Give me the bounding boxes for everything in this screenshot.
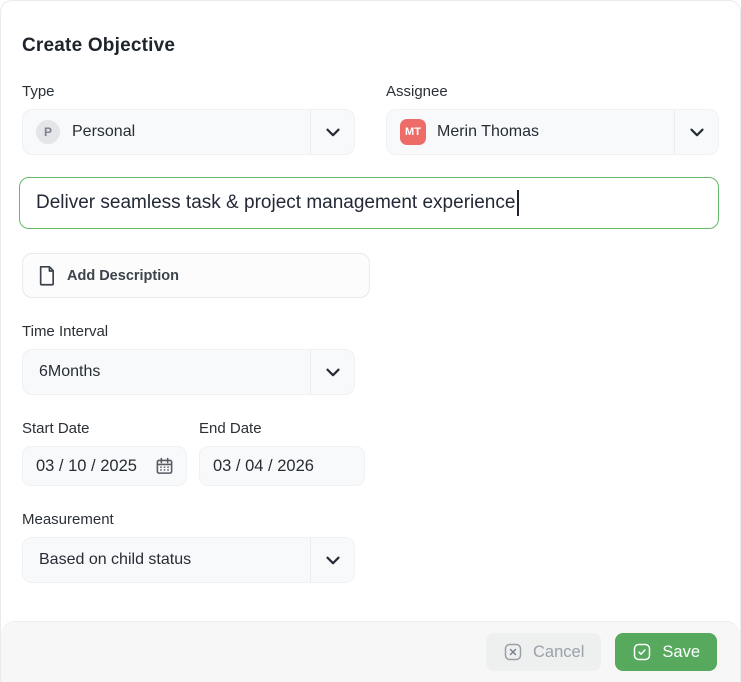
time-interval-select[interactable]: 6Months	[22, 349, 355, 395]
cancel-button[interactable]: Cancel	[486, 633, 602, 671]
type-select[interactable]: P Personal	[22, 109, 355, 155]
add-description-label: Add Description	[67, 267, 179, 284]
page-title: Create Objective	[22, 35, 176, 56]
assignee-selected-value: Merin Thomas	[437, 123, 539, 140]
check-square-icon	[632, 642, 652, 662]
assignee-label: Assignee	[386, 83, 448, 100]
chevron-down-icon	[322, 361, 344, 383]
start-date-input[interactable]: 03 / 10 / 2025	[22, 446, 187, 486]
add-description-button[interactable]: Add Description	[22, 253, 370, 298]
save-button[interactable]: Save	[615, 633, 717, 671]
end-date-input[interactable]: 03 / 04 / 2026	[199, 446, 365, 486]
time-interval-group: Time Interval 6Months	[22, 323, 718, 395]
dialog-content: Create Objective Type P Personal Assigne…	[1, 1, 740, 583]
objective-title-text: Deliver seamless task & project manageme…	[36, 192, 516, 213]
start-date-label: Start Date	[22, 420, 90, 437]
end-date-group: End Date 03 / 04 / 2026	[199, 420, 365, 486]
type-chevron-zone[interactable]	[310, 110, 354, 154]
type-assignee-row: Type P Personal Assignee MT Merin Thomas	[22, 83, 719, 155]
time-interval-selected-value: 6Months	[39, 363, 101, 380]
calendar-icon[interactable]	[155, 456, 174, 476]
measurement-chevron-zone[interactable]	[310, 538, 354, 582]
start-date-group: Start Date 03 / 10 / 2025	[22, 420, 193, 486]
objective-title-input[interactable]: Deliver seamless task & project manageme…	[19, 177, 719, 229]
measurement-selected-value: Based on child status	[39, 551, 192, 568]
save-button-label: Save	[662, 642, 700, 661]
type-selected-value: Personal	[72, 123, 136, 140]
document-icon	[38, 265, 55, 286]
assignee-select[interactable]: MT Merin Thomas	[386, 109, 719, 155]
type-field-group: Type P Personal	[22, 83, 355, 155]
end-date-label: End Date	[199, 420, 262, 437]
close-square-icon	[503, 642, 523, 662]
assignee-chevron-zone[interactable]	[674, 110, 718, 154]
chevron-down-icon	[322, 549, 344, 571]
time-interval-chevron-zone[interactable]	[310, 350, 354, 394]
date-row: Start Date 03 / 10 / 2025 End Date	[22, 420, 718, 486]
assignee-field-group: Assignee MT Merin Thomas	[386, 83, 719, 155]
text-caret	[517, 190, 520, 216]
time-interval-label: Time Interval	[22, 323, 109, 340]
cancel-button-label: Cancel	[533, 642, 585, 661]
measurement-select[interactable]: Based on child status	[22, 537, 355, 583]
chevron-down-icon	[686, 121, 708, 143]
type-label: Type	[22, 83, 55, 100]
measurement-group: Measurement Based on child status	[22, 511, 718, 583]
chevron-down-icon	[322, 121, 344, 143]
assignee-avatar: MT	[400, 119, 426, 145]
end-date-value: 03 / 04 / 2026	[213, 456, 314, 475]
start-date-value: 03 / 10 / 2025	[36, 456, 137, 475]
measurement-label: Measurement	[22, 511, 114, 528]
dialog-footer: Cancel Save	[1, 621, 740, 682]
type-avatar: P	[36, 120, 60, 144]
